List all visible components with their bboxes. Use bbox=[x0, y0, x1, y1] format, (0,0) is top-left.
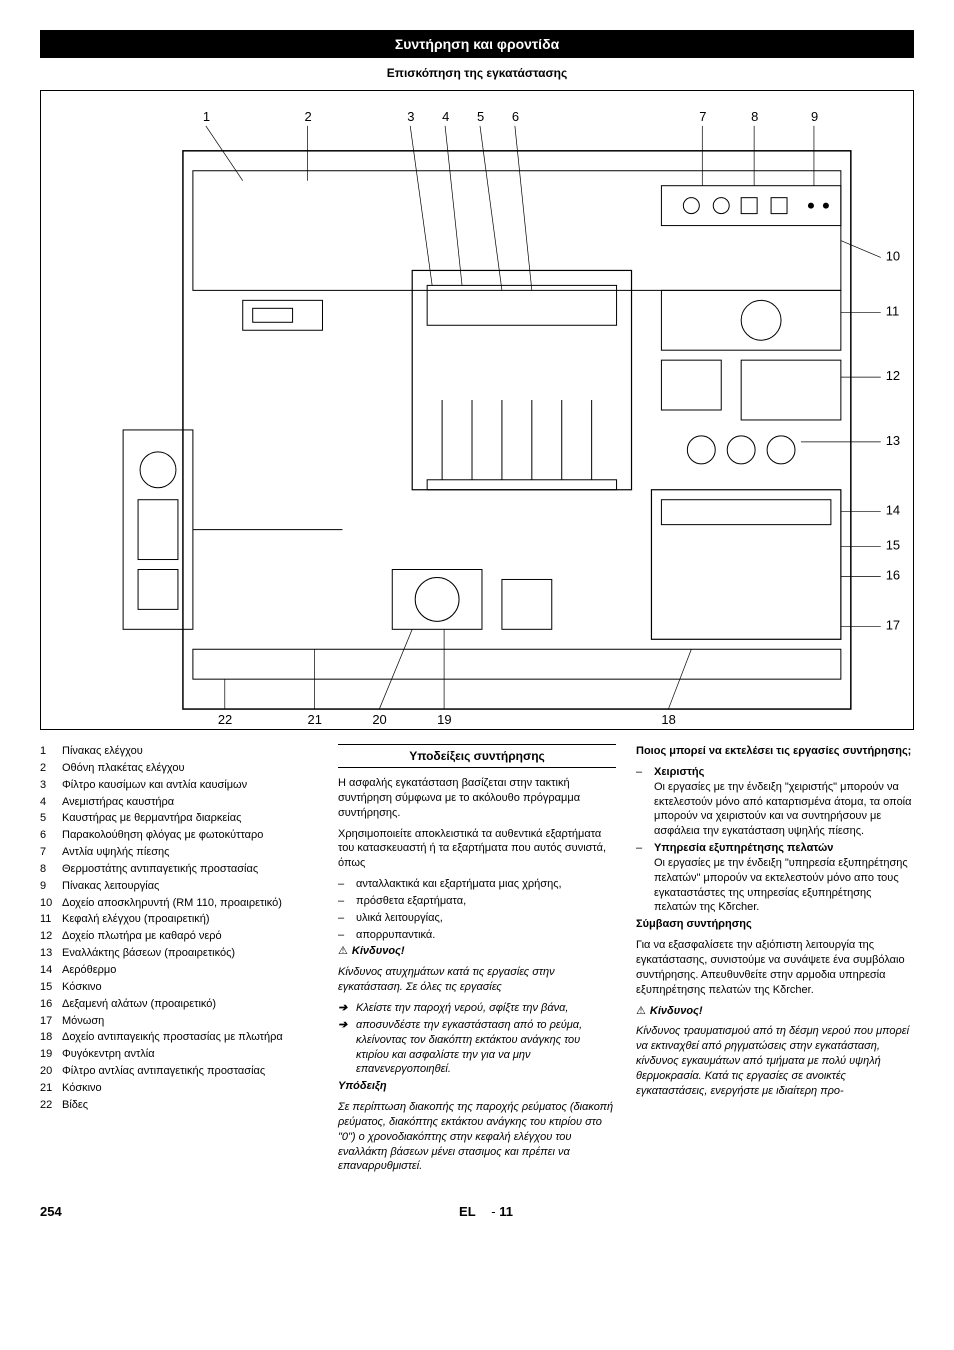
danger-text: Κίνδυνος ατυχημάτων κατά τις εργασίες στ… bbox=[338, 965, 616, 995]
svg-text:5: 5 bbox=[477, 109, 484, 124]
svg-text:1: 1 bbox=[203, 109, 210, 124]
maintenance-p1: Η ασφαλής εγκατάσταση βασίζεται στην τακ… bbox=[338, 776, 616, 821]
svg-text:4: 4 bbox=[442, 109, 449, 124]
warning-icon: ⚠ bbox=[338, 944, 348, 959]
svg-text:9: 9 bbox=[811, 109, 818, 124]
parts-column: 1Πίνακας ελέγχου 2Οθόνη πλακέτας ελέγχου… bbox=[40, 744, 318, 1180]
svg-text:21: 21 bbox=[308, 712, 322, 727]
svg-text:15: 15 bbox=[886, 538, 900, 553]
maintenance-items: –ανταλλακτικά και εξαρτήματα μιας χρήσης… bbox=[338, 877, 616, 942]
part-item: 2Οθόνη πλακέτας ελέγχου bbox=[40, 761, 318, 776]
part-item: 12Δοχείο πλωτήρα με καθαρό νερό bbox=[40, 929, 318, 944]
page-number-left: 254 bbox=[40, 1204, 62, 1219]
part-item: 7Αντλία υψηλής πίεσης bbox=[40, 845, 318, 860]
part-item: 21Κόσκινο bbox=[40, 1081, 318, 1096]
page-footer: 254 EL - 11 bbox=[40, 1204, 914, 1219]
arrow-icon: ➔ bbox=[338, 1018, 356, 1077]
part-item: 11Κεφαλή ελέγχου (προαιρετική) bbox=[40, 912, 318, 927]
svg-text:8: 8 bbox=[751, 109, 758, 124]
maintenance-column: Υποδείξεις συντήρησης Η ασφαλής εγκατάστ… bbox=[338, 744, 616, 1180]
maintenance-p2: Χρησιμοποιείτε αποκλειστικά τα αυθεντικά… bbox=[338, 827, 616, 872]
part-item: 10Δοχείο αποσκληρυντή (RM 110, προαιρετι… bbox=[40, 896, 318, 911]
part-item: 20Φίλτρο αντλίας αντιπαγετικής προστασία… bbox=[40, 1064, 318, 1079]
svg-text:16: 16 bbox=[886, 567, 900, 582]
part-item: 9Πίνακας λειτουργίας bbox=[40, 879, 318, 894]
danger-heading: ⚠Κίνδυνος! bbox=[338, 944, 616, 959]
part-item: 22Βίδες bbox=[40, 1098, 318, 1113]
arrow-items: ➔Κλείστε την παροχή νερού, σφίξτε την βά… bbox=[338, 1001, 616, 1077]
part-item: 14Αερόθερμο bbox=[40, 963, 318, 978]
part-item: 16Δεξαμενή αλάτων (προαιρετικό) bbox=[40, 997, 318, 1012]
footer-spacer bbox=[910, 1204, 914, 1219]
svg-text:12: 12 bbox=[886, 368, 900, 383]
part-item: 8Θερμοστάτης αντιπαγετικής προστασίας bbox=[40, 862, 318, 877]
part-item: 15Κόσκινο bbox=[40, 980, 318, 995]
part-item: 4Ανεμιστήρας καυστήρα bbox=[40, 795, 318, 810]
contract-heading: Σύμβαση συντήρησης bbox=[636, 917, 914, 932]
svg-text:10: 10 bbox=[886, 248, 900, 263]
svg-text:13: 13 bbox=[886, 433, 900, 448]
danger-heading-2: ⚠Κίνδυνος! bbox=[636, 1004, 914, 1019]
arrow-icon: ➔ bbox=[338, 1001, 356, 1016]
svg-text:3: 3 bbox=[407, 109, 414, 124]
svg-text:2: 2 bbox=[305, 109, 312, 124]
danger-text-2: Κίνδυνος τραυματισμού από τη δέσμη νερού… bbox=[636, 1024, 914, 1098]
contract-text: Για να εξασφαλίσετε την αξιόπιστη λειτου… bbox=[636, 938, 914, 997]
svg-text:6: 6 bbox=[512, 109, 519, 124]
svg-text:22: 22 bbox=[218, 712, 232, 727]
part-item: 5Καυστήρας με θερμαντήρα διαρκείας bbox=[40, 811, 318, 826]
footer-center: EL - 11 bbox=[62, 1204, 911, 1219]
part-item: 19Φυγόκεντρη αντλία bbox=[40, 1047, 318, 1062]
svg-text:11: 11 bbox=[886, 303, 899, 318]
who-column: Ποιος μπορεί να εκτελέσει τις εργασίες σ… bbox=[636, 744, 914, 1180]
part-item: 18Δοχείο αντιπαγεικής προστασίας με πλωτ… bbox=[40, 1030, 318, 1045]
part-item: 3Φίλτρο καυσίμων και αντλία καυσίμων bbox=[40, 778, 318, 793]
svg-text:7: 7 bbox=[699, 109, 706, 124]
svg-text:14: 14 bbox=[886, 503, 900, 518]
note-heading: Υπόδειξη bbox=[338, 1079, 616, 1094]
installation-diagram: 1 2 3 4 5 6 7 8 9 10 11 12 13 14 15 16 1… bbox=[40, 90, 914, 730]
part-item: 1Πίνακας ελέγχου bbox=[40, 744, 318, 759]
who-question: Ποιος μπορεί να εκτελέσει τις εργασίες σ… bbox=[636, 744, 914, 759]
main-header: Συντήρηση και φροντίδα bbox=[40, 30, 914, 58]
svg-text:17: 17 bbox=[886, 617, 900, 632]
content-columns: 1Πίνακας ελέγχου 2Οθόνη πλακέτας ελέγχου… bbox=[40, 744, 914, 1180]
diagram-svg: 1 2 3 4 5 6 7 8 9 10 11 12 13 14 15 16 1… bbox=[41, 91, 913, 729]
part-item: 13Εναλλάκτης βάσεων (προαιρετικός) bbox=[40, 946, 318, 961]
part-item: 6Παρακολούθηση φλόγας με φωτοκύτταρο bbox=[40, 828, 318, 843]
svg-text:18: 18 bbox=[661, 712, 675, 727]
svg-text:19: 19 bbox=[437, 712, 451, 727]
warning-icon: ⚠ bbox=[636, 1004, 646, 1019]
sub-header: Επισκόπηση της εγκατάστασης bbox=[40, 66, 914, 80]
part-item: 17Μόνωση bbox=[40, 1014, 318, 1029]
maintenance-title: Υποδείξεις συντήρησης bbox=[338, 744, 616, 768]
note-text: Σε περίπτωση διακοπής της παροχής ρεύματ… bbox=[338, 1100, 616, 1174]
svg-text:20: 20 bbox=[372, 712, 386, 727]
parts-list: 1Πίνακας ελέγχου 2Οθόνη πλακέτας ελέγχου… bbox=[40, 744, 318, 1113]
who-list: – Χειριστής Οι εργασίες με την ένδειξη "… bbox=[636, 765, 914, 915]
